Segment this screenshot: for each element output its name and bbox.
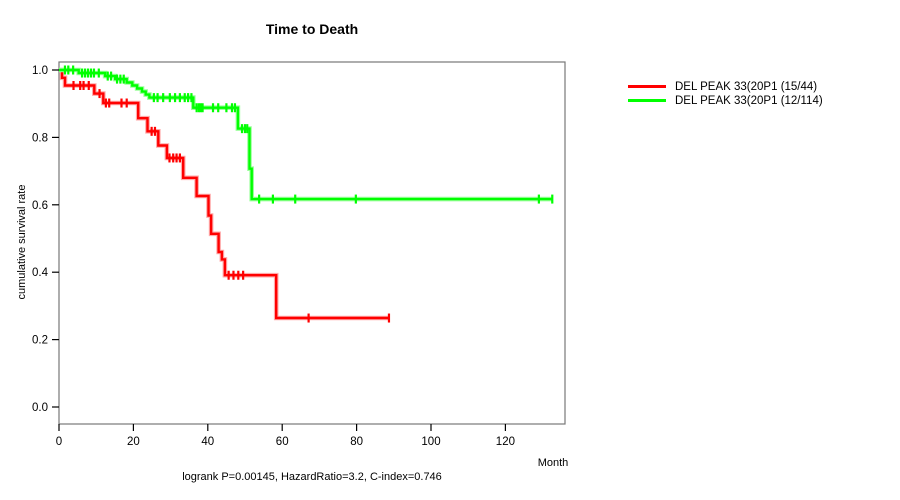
legend-row-series1: DEL PEAK 33(20P1 (15/44) (628, 80, 823, 93)
legend-label-series1: DEL PEAK 33(20P1 (15/44) (675, 80, 818, 93)
x-tick-label: 120 (496, 436, 515, 448)
y-tick-label: 0.0 (32, 402, 48, 414)
y-tick-label: 0.2 (32, 335, 48, 347)
legend-row-series2: DEL PEAK 33(20P1 (12/114) (628, 94, 823, 107)
legend: DEL PEAK 33(20P1 (15/44) DEL PEAK 33(20P… (628, 80, 823, 108)
plot-frame (58, 61, 566, 425)
survival-curve-halo-green (59, 67, 553, 202)
y-tick-label: 0.6 (32, 200, 48, 212)
green-series-line-sample (628, 99, 666, 102)
legend-label-series2: DEL PEAK 33(20P1 (12/114) (675, 94, 823, 107)
red-series-line-sample (628, 85, 666, 88)
x-tick-label: 60 (276, 436, 289, 448)
x-tick-label: 20 (127, 436, 140, 448)
y-tick-label: 0.8 (32, 132, 48, 144)
x-tick-label: 0 (56, 436, 62, 448)
y-tick-label: 1.0 (32, 65, 48, 77)
survival-curve-red (59, 68, 389, 320)
x-tick-label: 80 (350, 436, 363, 448)
x-tick-label: 40 (201, 436, 214, 448)
chart-title: Time to Death (265, 21, 359, 37)
survival-curve-green (59, 68, 553, 201)
y-tick-label: 0.4 (32, 267, 49, 279)
stats-annotation: logrank P=0.00145, HazardRatio=3.2, C-in… (182, 471, 442, 483)
x-tick-label: 100 (421, 436, 440, 448)
x-axis-title: Month (537, 457, 569, 469)
